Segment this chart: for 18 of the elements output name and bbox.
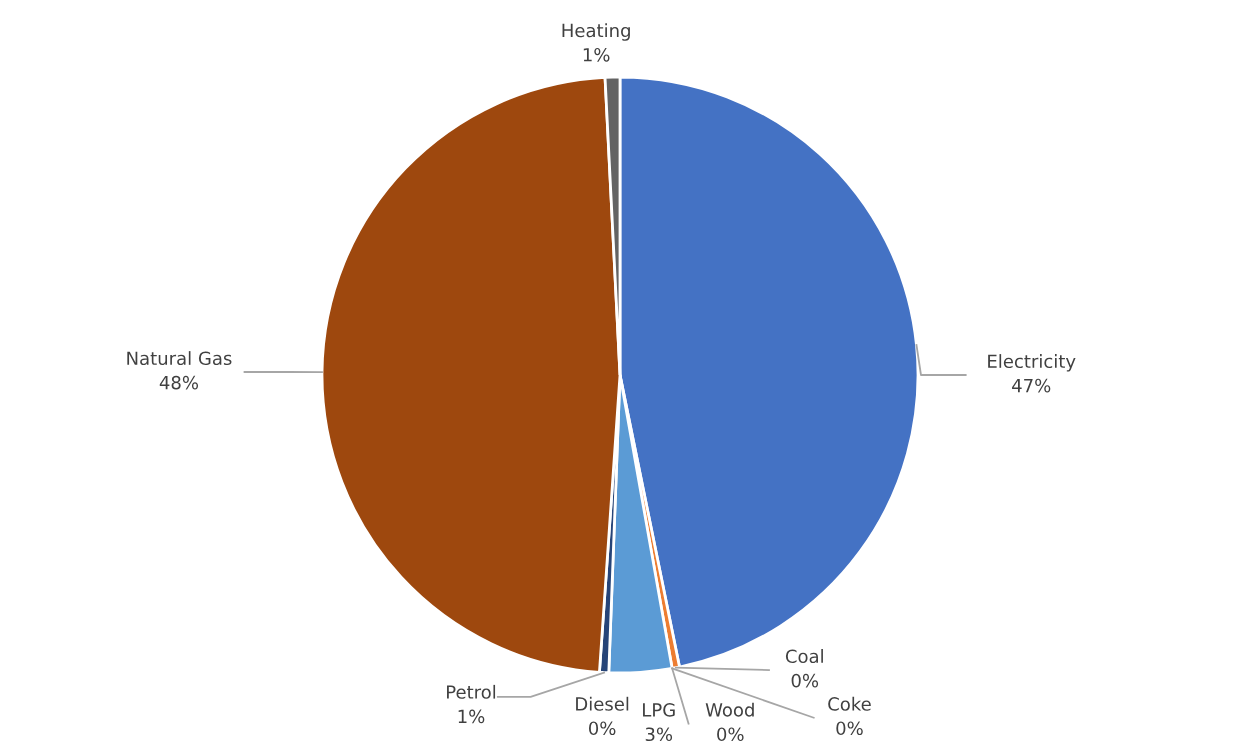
text: 0% [588, 721, 616, 736]
text: 0% [717, 727, 744, 742]
data-label: 0% [791, 673, 819, 688]
slice-label: LPG [643, 703, 675, 717]
slice-label: Heating [562, 23, 630, 41]
text: 0% [836, 721, 863, 736]
category-label: Coke [828, 696, 871, 711]
slice-label: Electricity [988, 354, 1076, 372]
data-label: 1% [583, 47, 610, 62]
slice-label: Natural Gas [127, 351, 232, 366]
slice-label: Petrol [447, 684, 496, 699]
data-label: 3% [645, 727, 673, 742]
data-label: 47% [1012, 378, 1051, 393]
data-label: 48% [159, 375, 199, 390]
slice-label: Coal [785, 649, 823, 664]
category-label: Wood [705, 702, 754, 717]
data-label: 1% [458, 709, 485, 724]
category-label: Diesel [576, 696, 629, 711]
